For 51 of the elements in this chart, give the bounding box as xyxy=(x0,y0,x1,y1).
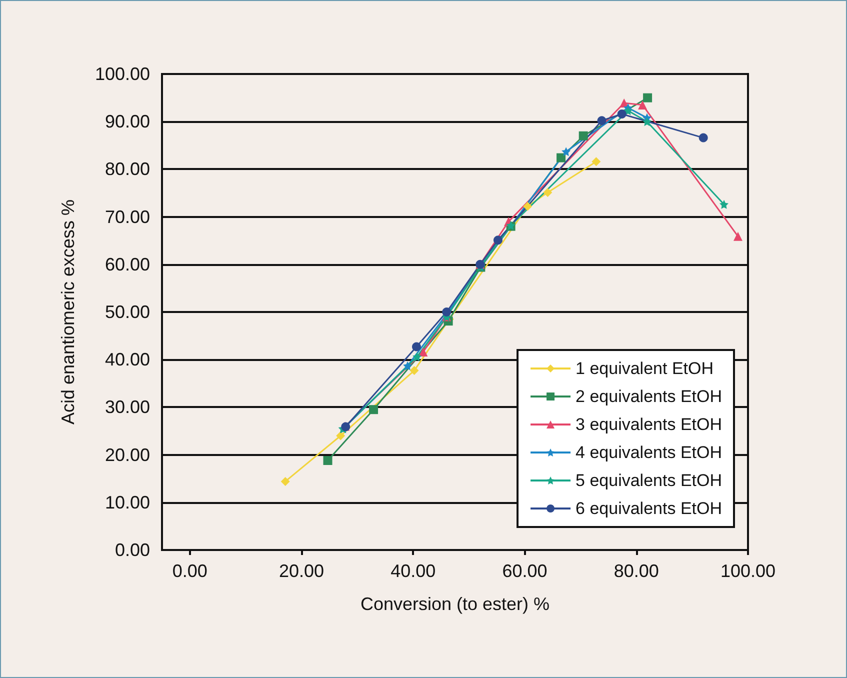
point xyxy=(493,236,502,245)
point xyxy=(369,405,378,414)
legend-label: 2 equivalents EtOH xyxy=(576,387,722,406)
point xyxy=(698,133,708,142)
y-tick-label: 50.00 xyxy=(104,302,150,322)
y-tick-label: 40.00 xyxy=(104,350,150,370)
y-tick-label: 70.00 xyxy=(104,206,150,227)
x-tick-label: 0.00 xyxy=(172,561,208,581)
x-tick-label: 60.00 xyxy=(502,561,548,581)
y-tick-label: 10.00 xyxy=(104,492,150,512)
point xyxy=(643,93,652,102)
legend-label: 1 equivalent EtOH xyxy=(576,359,714,378)
point xyxy=(442,308,452,316)
point xyxy=(592,157,601,166)
x-axis-title: Conversion (to ester) % xyxy=(360,594,550,614)
point xyxy=(280,476,290,486)
point xyxy=(412,342,421,352)
point xyxy=(403,361,412,370)
point xyxy=(556,153,566,162)
point xyxy=(720,200,728,209)
legend-label: 4 equivalents EtOH xyxy=(576,443,722,462)
x-tick-label: 40.00 xyxy=(390,561,436,581)
y-tick-label: 90.00 xyxy=(104,112,150,132)
x-tick-label: 80.00 xyxy=(614,561,659,581)
legend-label: 5 equivalents EtOH xyxy=(576,471,722,490)
point xyxy=(733,232,742,241)
point xyxy=(336,431,346,440)
x-tick-label: 20.00 xyxy=(279,561,324,581)
x-tick-label: 100.00 xyxy=(720,561,776,581)
point xyxy=(323,456,332,466)
y-tick-label: 30.00 xyxy=(104,397,150,418)
y-tick-label: 0.00 xyxy=(114,540,150,560)
legend-label: 3 equivalents EtOH xyxy=(576,415,722,434)
point xyxy=(412,352,422,362)
y-tick-label: 100.00 xyxy=(94,64,150,84)
point xyxy=(418,347,428,356)
point xyxy=(624,106,633,116)
point xyxy=(642,117,652,126)
point xyxy=(638,100,648,110)
y-axis-title: Acid enantiomeric excess % xyxy=(58,199,78,425)
point xyxy=(617,109,626,118)
point xyxy=(597,116,606,126)
y-tick-label: 60.00 xyxy=(104,254,150,274)
point xyxy=(523,202,532,211)
legend-label: 6 equivalents EtOH xyxy=(576,499,722,518)
point xyxy=(578,131,588,140)
y-tick-label: 80.00 xyxy=(104,159,150,180)
point xyxy=(410,366,419,376)
y-tick-label: 20.00 xyxy=(104,444,150,465)
point xyxy=(562,147,571,156)
point xyxy=(543,188,552,198)
